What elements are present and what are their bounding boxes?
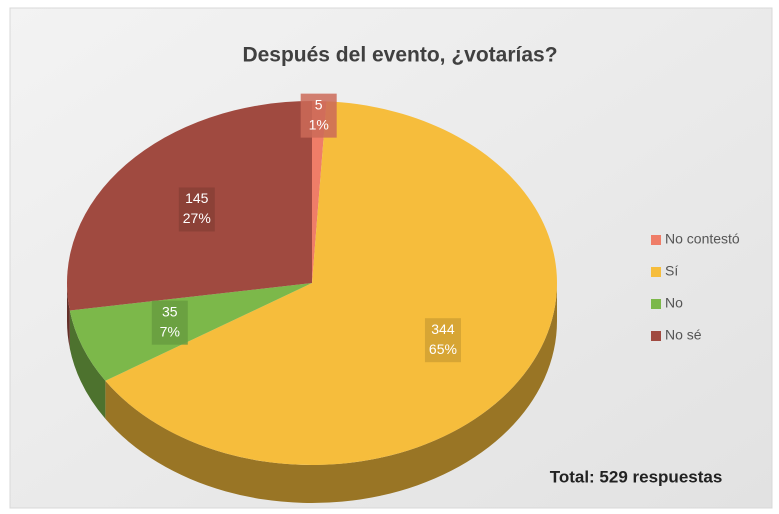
- percent-label: 1%: [309, 116, 329, 132]
- percent-label: 7%: [160, 323, 180, 339]
- legend-swatch: [651, 235, 661, 245]
- percent-label: 65%: [429, 341, 457, 357]
- data-label: 5: [315, 96, 323, 112]
- legend-label: No sé: [665, 327, 702, 343]
- percent-label: 27%: [183, 210, 211, 226]
- legend-swatch: [651, 267, 661, 277]
- data-label: 344: [431, 321, 455, 337]
- data-label-box: [300, 93, 337, 138]
- slice-side: [67, 283, 70, 349]
- legend-label: Sí: [665, 263, 678, 279]
- data-label-box: [424, 318, 461, 363]
- slice: [312, 101, 327, 283]
- data-label: 145: [185, 190, 209, 206]
- data-label-box: [151, 300, 188, 345]
- annotation: Total: 529 respuestas: [550, 467, 723, 486]
- legend-label: No contestó: [665, 231, 740, 247]
- data-label: 35: [162, 303, 178, 319]
- data-label-box: [178, 187, 215, 232]
- legend-swatch: [651, 299, 661, 309]
- slice-side: [105, 283, 557, 503]
- legend-label: No: [665, 295, 683, 311]
- slice: [105, 101, 557, 466]
- legend-swatch: [651, 331, 661, 341]
- slice: [69, 283, 312, 381]
- chart-title: Después del evento, ¿votarías?: [242, 44, 557, 67]
- slice-side: [69, 310, 106, 419]
